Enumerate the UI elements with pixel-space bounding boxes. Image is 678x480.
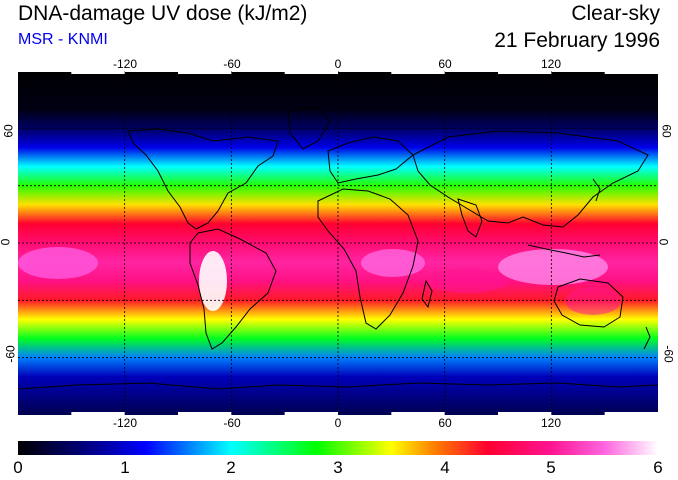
lon-tick-top: -120 (112, 57, 138, 71)
colorbar-label: 4 (440, 458, 450, 477)
dose-hotspot-indian-ocean (428, 269, 508, 293)
frame-segment (498, 71, 552, 74)
frame-segment (284, 412, 338, 415)
date-label: 21 February 1996 (494, 29, 660, 52)
coast-japan (592, 178, 601, 202)
coast-asia (412, 130, 649, 228)
frame-segment (498, 412, 552, 415)
coast-north-america (127, 128, 279, 230)
colorbar-label: 1 (120, 458, 130, 477)
coast-australia (553, 278, 624, 328)
lat-tick-left: 60 (1, 124, 16, 138)
frame-segment (71, 412, 125, 415)
frame-segment (604, 71, 658, 74)
lat-tick-left: 0 (0, 239, 12, 246)
uv-dose-map (18, 71, 658, 415)
frame-segment (284, 71, 338, 74)
lon-tick-top: -60 (223, 57, 241, 71)
frame-segment (178, 412, 232, 415)
coast-india (457, 198, 483, 238)
lon-tick-top: 60 (438, 57, 452, 71)
coast-new-zealand (643, 326, 651, 350)
lon-tick-bottom: -120 (112, 416, 138, 430)
sky-condition: Clear-sky (571, 2, 660, 25)
lon-tick-bottom: 120 (540, 416, 562, 430)
dose-hotspot-west-pacific (498, 249, 608, 285)
lon-tick-bottom: -60 (223, 416, 241, 430)
title: DNA-damage UV dose (kJ/m2) (18, 2, 308, 25)
colorbar (18, 441, 658, 455)
lon-tick-top: 120 (540, 57, 562, 71)
lon-tick-top: 0 (334, 57, 342, 71)
colorbar-label: 6 (653, 458, 663, 477)
coast-antarctica (18, 382, 658, 390)
coast-europe (327, 136, 414, 184)
frame-segment (391, 71, 445, 74)
dose-hotspot-pacific (18, 247, 98, 279)
dose-hotspot-africa (361, 249, 425, 277)
coast-south-america (189, 228, 277, 350)
dose-hotspot-australia (565, 287, 621, 315)
frame-segment (71, 71, 125, 74)
coastlines (18, 106, 658, 390)
lat-tick-right: 0 (656, 238, 671, 246)
colorbar-label: 5 (546, 458, 556, 477)
dose-hotspot-south-america (199, 251, 227, 311)
coast-madagascar (421, 279, 433, 309)
coast-greenland (287, 106, 331, 150)
frame-ticks (71, 71, 658, 415)
colorbar-gradient (18, 441, 658, 455)
frame-segment (604, 412, 658, 415)
coast-africa (317, 188, 419, 330)
colorbar-label: 0 (13, 458, 23, 477)
lat-tick-right: -60 (661, 345, 676, 363)
coast-indonesia (527, 244, 601, 258)
lon-tick-bottom: 0 (334, 416, 342, 430)
lat-tick-right: 60 (659, 124, 674, 138)
lon-tick-bottom: 60 (438, 416, 452, 430)
colorbar-label: 3 (333, 458, 343, 477)
source-label: MSR - KNMI (18, 31, 108, 48)
lat-tick-left: -60 (3, 345, 18, 363)
frame-segment (178, 71, 232, 74)
frame-segment (391, 412, 445, 415)
colorbar-label: 2 (226, 458, 236, 477)
